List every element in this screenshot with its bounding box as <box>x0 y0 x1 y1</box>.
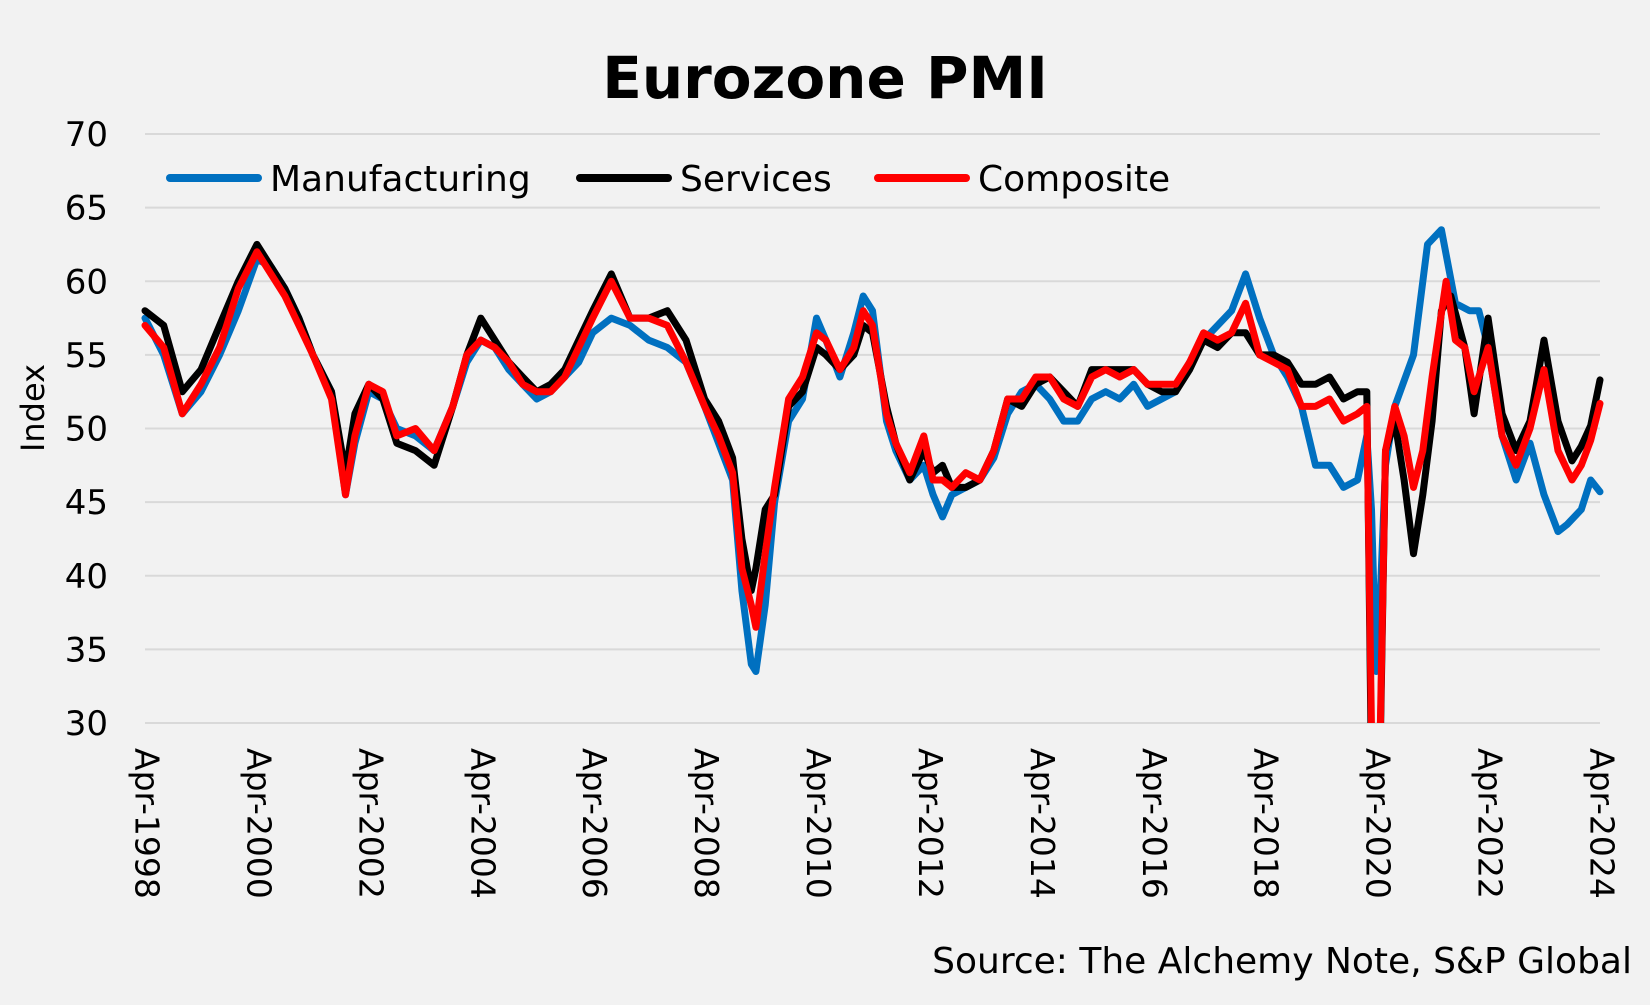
y-axis-ticks: 30 35 40 45 50 55 60 65 70 <box>65 115 108 744</box>
x-tick-label: Apr-2008 <box>687 748 726 899</box>
series-lines <box>141 226 1604 723</box>
x-tick-label: Apr-2022 <box>1471 748 1510 899</box>
gridlines <box>145 133 1600 724</box>
series-line-composite <box>141 248 1604 723</box>
legend: Manufacturing Services Composite <box>166 159 1170 200</box>
x-tick-label: Apr-2000 <box>239 748 278 899</box>
chart-title: Eurozone PMI <box>602 44 1048 112</box>
y-axis-title: Index <box>14 364 52 452</box>
x-tick-label: Apr-2010 <box>799 748 838 899</box>
y-tick-label: 40 <box>65 557 108 597</box>
source-note: Source: The Alchemy Note, S&P Global <box>932 941 1632 982</box>
x-tick-label: Apr-2004 <box>463 748 502 899</box>
y-tick-label: 70 <box>65 115 108 155</box>
legend-label-composite: Composite <box>978 159 1170 200</box>
y-tick-label: 50 <box>65 410 108 450</box>
x-tick-label: Apr-2024 <box>1583 748 1622 899</box>
y-tick-label: 35 <box>65 630 108 670</box>
legend-label-services: Services <box>680 159 832 200</box>
y-tick-label: 60 <box>65 262 108 302</box>
x-tick-label: Apr-2020 <box>1359 748 1398 899</box>
x-tick-label: Apr-2016 <box>1135 748 1174 899</box>
y-tick-label: 55 <box>65 336 108 376</box>
y-tick-label: 45 <box>65 483 108 523</box>
x-tick-label: Apr-2006 <box>575 748 614 899</box>
legend-label-manufacturing: Manufacturing <box>270 159 531 200</box>
x-tick-label: Apr-2018 <box>1247 748 1286 899</box>
x-tick-label: Apr-2012 <box>911 748 950 899</box>
x-axis-ticks: Apr-1998 Apr-2000 Apr-2002 Apr-2004 Apr-2006… <box>128 748 1622 899</box>
y-tick-label: 30 <box>65 704 108 744</box>
y-tick-label: 65 <box>65 189 108 229</box>
x-tick-label: Apr-2002 <box>351 748 390 899</box>
x-tick-label: Apr-2014 <box>1023 748 1062 899</box>
x-tick-label: Apr-1998 <box>128 748 167 899</box>
